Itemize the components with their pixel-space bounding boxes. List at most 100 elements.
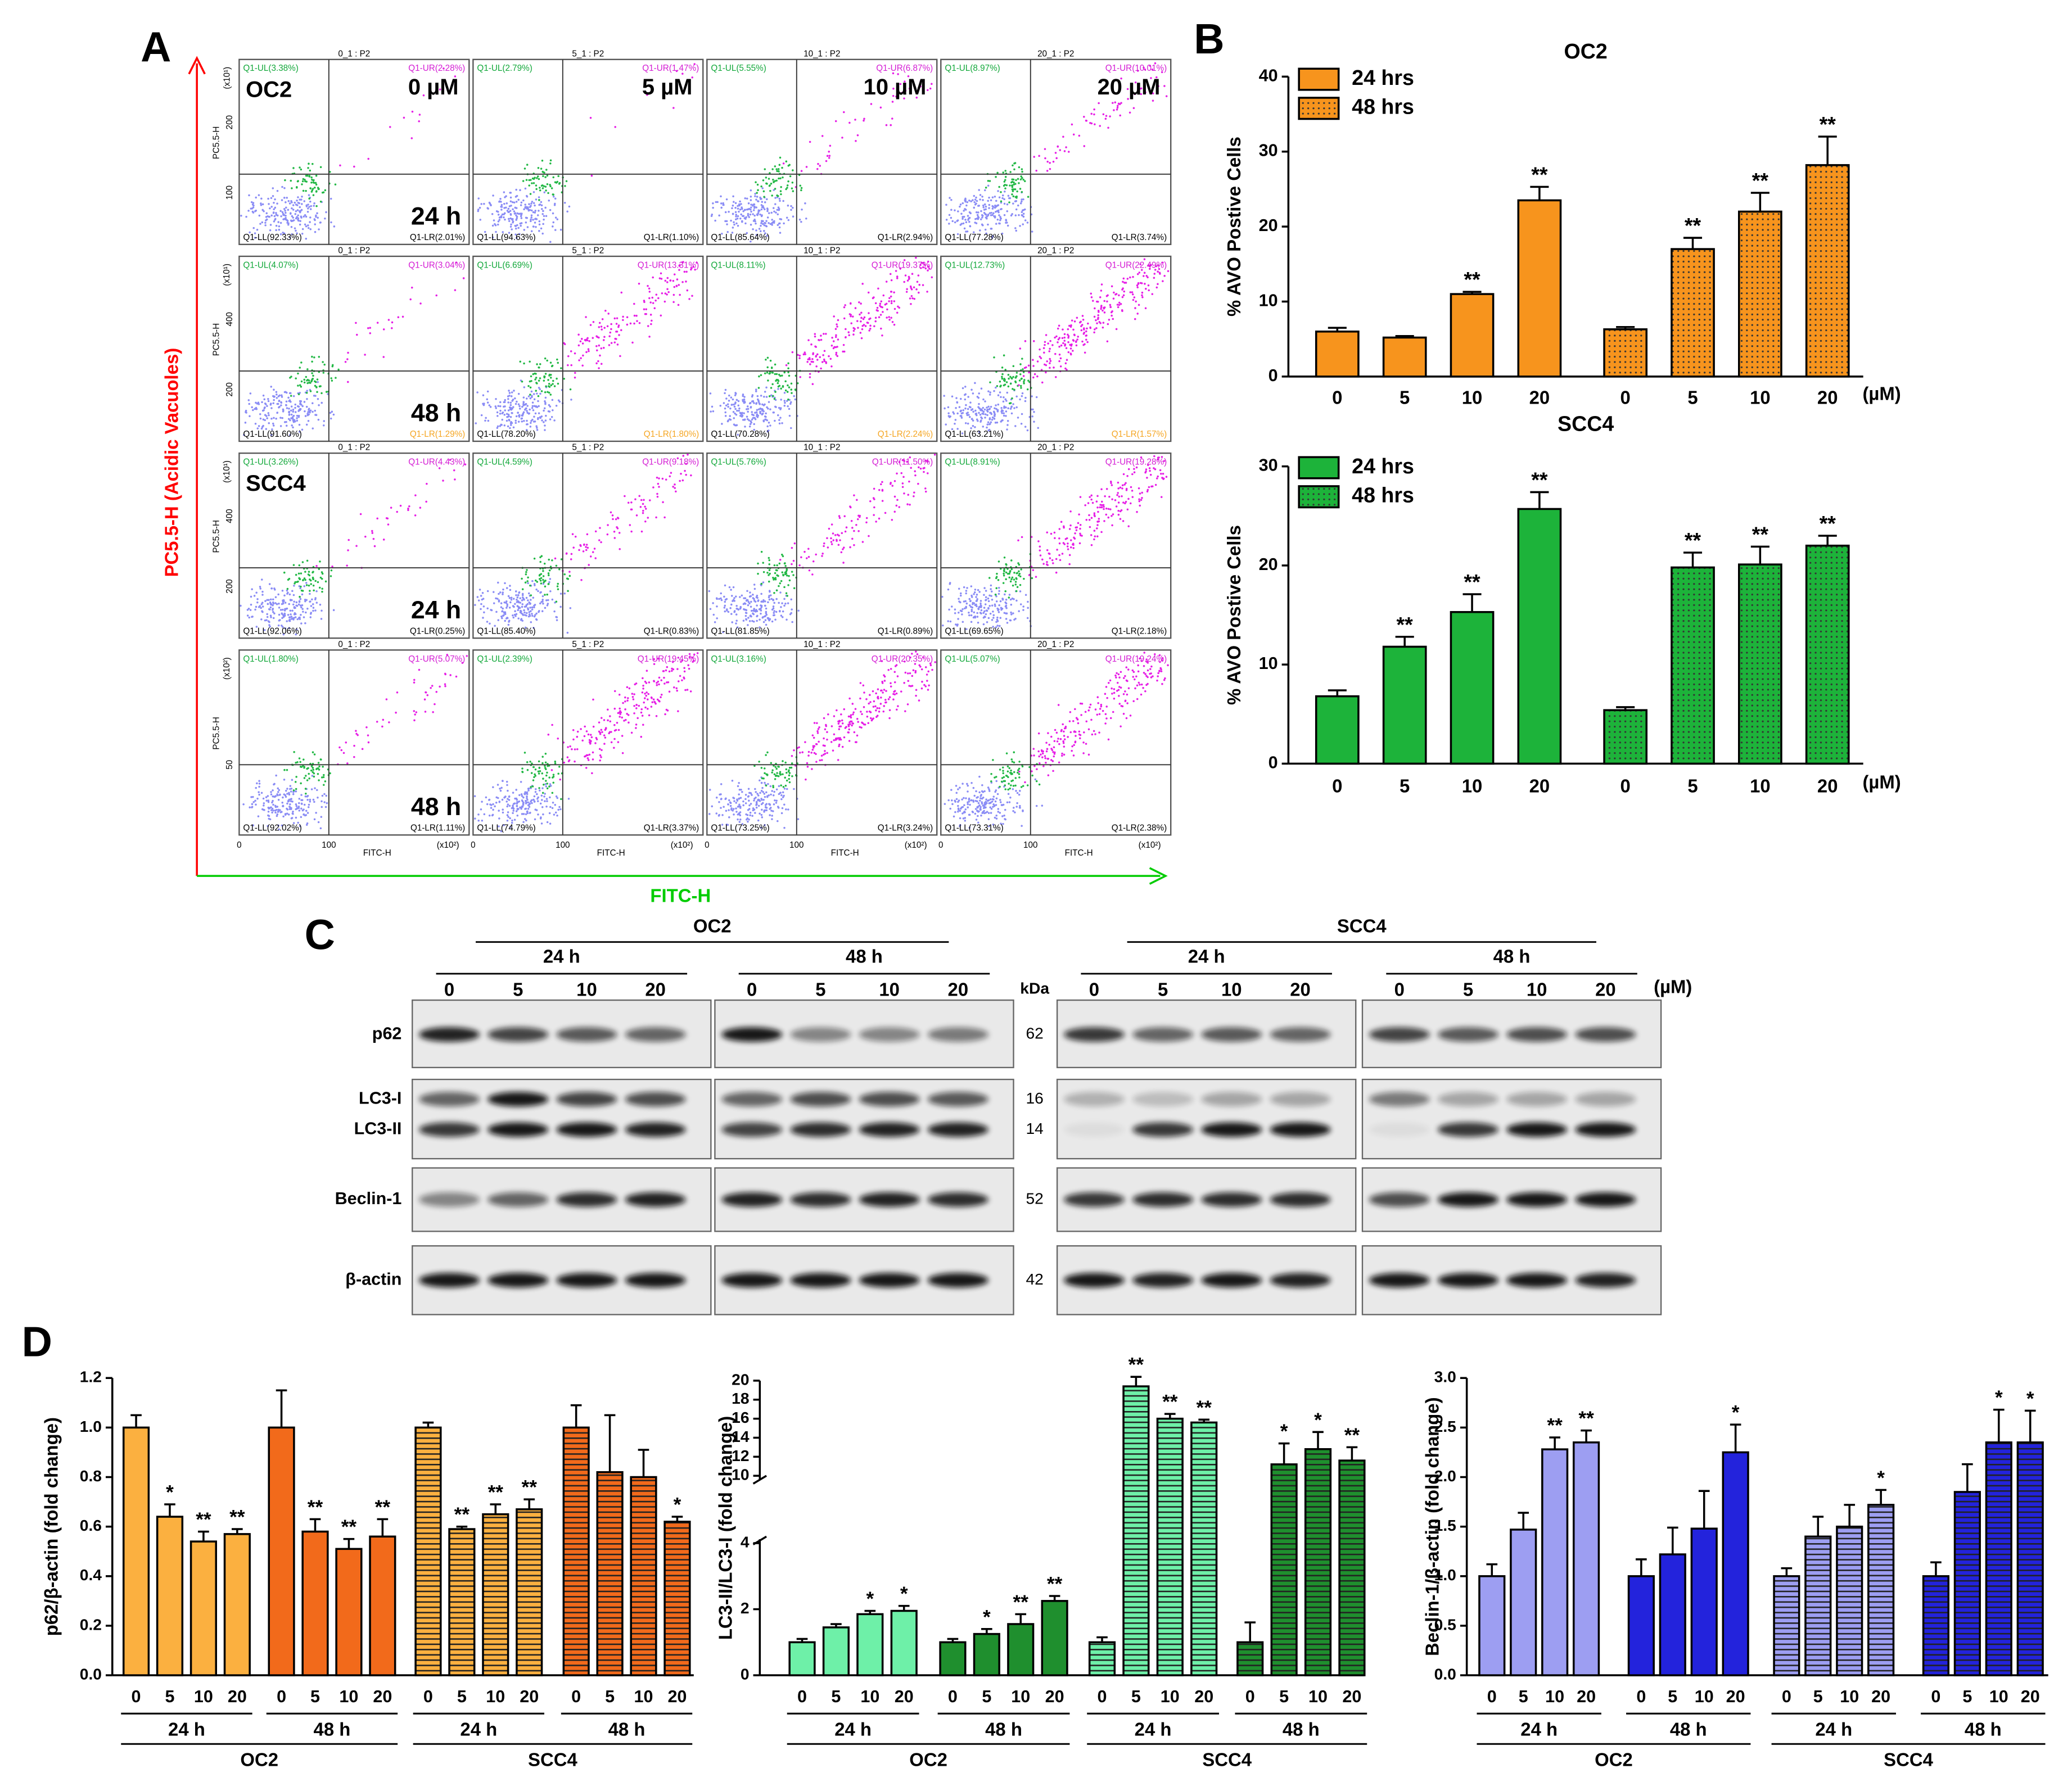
- event-dot: [958, 587, 960, 590]
- event-dot: [507, 623, 510, 626]
- event-dot: [997, 394, 1000, 396]
- event-dot: [598, 326, 601, 328]
- event-dot: [829, 358, 832, 360]
- event-dot: [888, 318, 891, 321]
- event-dot: [256, 797, 259, 800]
- event-dot: [765, 182, 768, 184]
- event-dot: [524, 581, 527, 584]
- event-dot: [755, 206, 757, 209]
- event-dot: [790, 388, 793, 391]
- event-dot: [1121, 484, 1124, 486]
- event-dot: [295, 204, 297, 206]
- event-dot: [495, 210, 498, 212]
- event-dot: [776, 569, 778, 572]
- event-dot: [1011, 576, 1014, 579]
- event-dot: [818, 339, 820, 341]
- event-dot: [989, 391, 991, 394]
- event-dot: [296, 180, 299, 183]
- event-dot: [1098, 520, 1100, 523]
- event-dot: [1026, 388, 1029, 391]
- event-dot: [296, 186, 298, 189]
- event-dot: [823, 350, 826, 352]
- event-dot: [626, 323, 629, 326]
- event-dot: [778, 419, 780, 421]
- event-dot: [297, 603, 300, 605]
- event-dot: [553, 419, 556, 422]
- event-dot: [278, 619, 281, 621]
- event-dot: [764, 403, 766, 406]
- event-dot: [1008, 576, 1011, 579]
- event-dot: [1155, 76, 1158, 79]
- event-dot: [426, 482, 428, 485]
- event-dot: [778, 585, 780, 587]
- event-dot: [1148, 289, 1150, 292]
- event-dot: [1117, 513, 1120, 516]
- event-dot: [304, 223, 306, 226]
- event-dot: [754, 193, 756, 195]
- event-dot: [678, 284, 680, 286]
- event-dot: [774, 188, 777, 190]
- event-dot: [947, 412, 950, 414]
- event-dot: [825, 333, 827, 335]
- event-dot: [526, 206, 528, 209]
- event-dot: [480, 808, 482, 811]
- event-dot: [667, 291, 670, 293]
- event-dot: [508, 232, 511, 234]
- event-dot: [730, 603, 733, 606]
- event-dot: [249, 806, 251, 808]
- event-dot: [759, 410, 761, 413]
- event-dot: [286, 407, 288, 409]
- event-dot: [264, 221, 267, 224]
- event-dot: [759, 618, 761, 621]
- event-dot: [753, 584, 756, 586]
- event-dot: [735, 613, 738, 616]
- event-dot: [996, 618, 999, 621]
- event-dot: [1123, 483, 1126, 486]
- event-dot: [308, 772, 310, 775]
- event-dot: [797, 354, 799, 356]
- event-dot: [258, 785, 260, 788]
- event-dot: [517, 617, 520, 620]
- event-dot: [261, 594, 264, 596]
- event-dot: [507, 207, 510, 210]
- event-dot: [541, 212, 544, 215]
- event-dot: [512, 605, 514, 607]
- event-dot: [1058, 345, 1060, 348]
- event-dot: [526, 580, 529, 582]
- event-dot: [882, 311, 884, 313]
- event-dot: [515, 201, 518, 203]
- event-dot: [764, 619, 767, 621]
- event-dot: [924, 490, 927, 493]
- event-dot: [987, 405, 990, 408]
- event-dot: [877, 287, 879, 290]
- event-dot: [990, 421, 992, 423]
- event-dot: [353, 756, 355, 758]
- event-dot: [272, 810, 274, 812]
- event-dot: [320, 806, 323, 808]
- event-dot: [1014, 227, 1017, 229]
- event-dot: [312, 181, 315, 184]
- event-dot: [805, 217, 807, 220]
- event-dot: [520, 618, 522, 621]
- event-dot: [293, 585, 295, 587]
- event-dot: [1145, 470, 1147, 473]
- event-dot: [816, 359, 819, 361]
- event-dot: [331, 410, 333, 413]
- event-dot: [539, 392, 541, 395]
- event-dot: [791, 563, 793, 566]
- event-dot: [252, 204, 255, 207]
- event-dot: [307, 420, 310, 422]
- event-dot: [741, 415, 743, 418]
- event-dot: [868, 312, 870, 314]
- event-dot: [1096, 300, 1098, 303]
- event-dot: [1031, 415, 1033, 418]
- event-dot: [1005, 578, 1007, 581]
- event-dot: [317, 821, 320, 824]
- event-dot: [982, 410, 985, 413]
- event-dot: [1093, 530, 1096, 532]
- event-dot: [278, 613, 281, 616]
- event-dot: [1156, 477, 1158, 480]
- event-dot: [258, 425, 260, 427]
- event-dot: [306, 390, 308, 392]
- event-dot: [304, 598, 306, 601]
